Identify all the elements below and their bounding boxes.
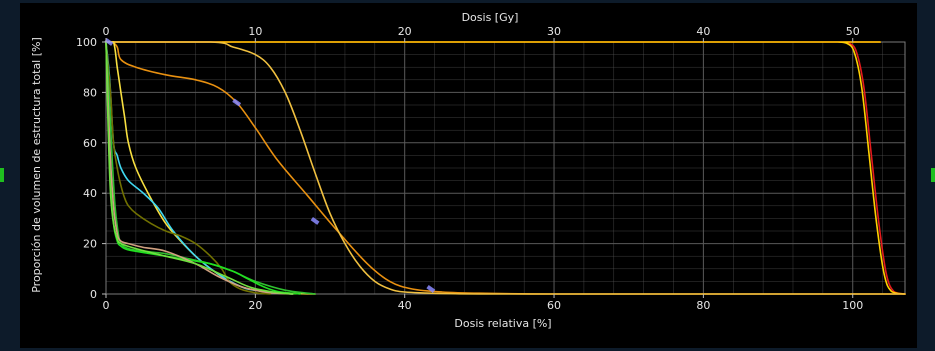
y-axis-title: Proporción de volumen de estructura tota… (30, 37, 43, 293)
top-tick-label: 20 (398, 25, 412, 38)
dvh-curve-10[interactable] (105, 41, 294, 295)
top-tick-label: 10 (248, 25, 262, 38)
top-tick-label: 0 (103, 25, 110, 38)
left-axis-ticks: 0 20 40 60 80 100 (76, 36, 106, 301)
y-tick-label: 100 (76, 36, 97, 49)
x-axis-title: Dosis relativa [%] (454, 317, 551, 330)
top-tick-label: 30 (547, 25, 561, 38)
side-handle-left[interactable] (0, 168, 4, 182)
dvh-curve-2[interactable] (105, 41, 906, 295)
x-tick-label: 40 (398, 299, 412, 312)
curve-marker-1[interactable] (104, 38, 114, 46)
curve-marker-2[interactable] (232, 98, 242, 107)
x-tick-label: 0 (103, 299, 110, 312)
x-tick-label: 80 (696, 299, 710, 312)
x-tick-label: 100 (842, 299, 863, 312)
curve-marker-4[interactable] (426, 285, 436, 293)
top-axis-title: Dosis [Gy] (462, 11, 519, 24)
side-strip-left (0, 0, 20, 351)
top-tick-label: 40 (696, 25, 710, 38)
curve-marker-3[interactable] (310, 216, 320, 225)
dvh-curve-4[interactable] (105, 41, 906, 295)
top-axis-ticks: 0 10 20 30 40 50 (103, 25, 860, 42)
curve-markers (104, 38, 436, 293)
y-tick-label: 40 (83, 187, 97, 200)
dvh-curves (105, 41, 906, 295)
dvh-curve-11[interactable] (105, 41, 294, 295)
top-tick-label: 50 (846, 25, 860, 38)
y-tick-label: 0 (90, 288, 97, 301)
y-tick-label: 60 (83, 137, 97, 150)
x-tick-label: 20 (248, 299, 262, 312)
x-tick-label: 60 (547, 299, 561, 312)
minor-gridlines (106, 42, 905, 294)
bottom-axis-ticks: 0 20 40 60 80 100 (103, 294, 863, 312)
y-tick-label: 20 (83, 238, 97, 251)
side-handle-right[interactable] (931, 168, 935, 182)
y-tick-label: 80 (83, 86, 97, 99)
